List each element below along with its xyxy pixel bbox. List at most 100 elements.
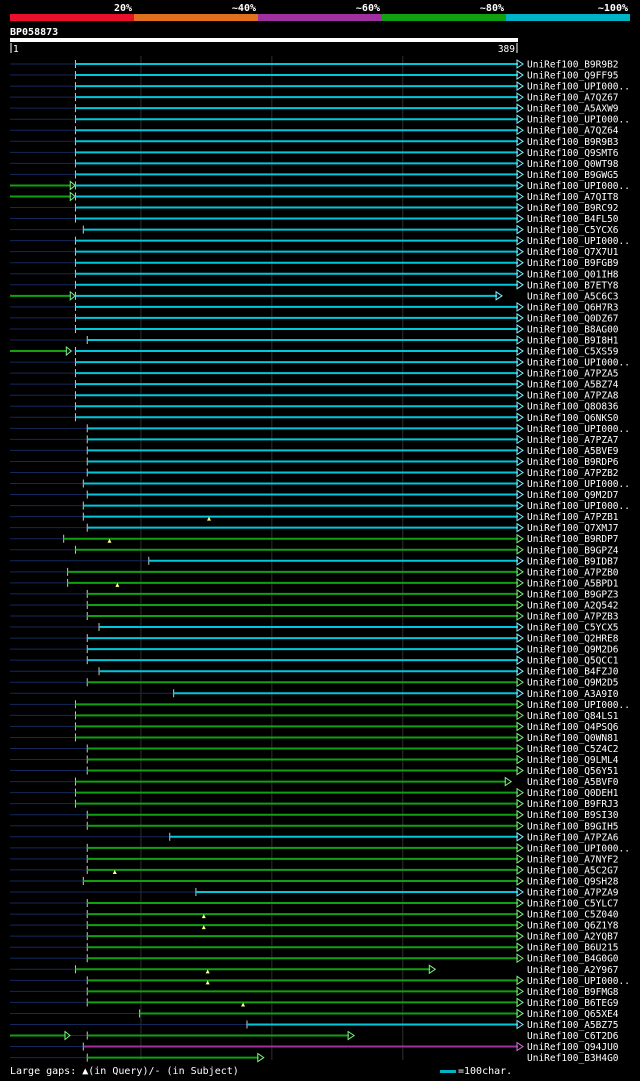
hit-label[interactable]: UniRef100_UPI000.. [527, 700, 630, 711]
hit-row[interactable]: UniRef100_B9IDB7 [10, 555, 619, 567]
hit-row[interactable]: UniRef100_B9SI30 [10, 809, 619, 821]
hit-row[interactable]: UniRef100_B6U215 [10, 942, 619, 954]
hit-row[interactable]: UniRef100_Q9M2D6 [10, 644, 619, 656]
hit-label[interactable]: UniRef100_A5BVF0 [527, 777, 619, 788]
hit-row[interactable]: UniRef100_Q65XE4 [10, 1002, 619, 1020]
hit-label[interactable]: UniRef100_B9GPZ4 [527, 545, 619, 556]
hit-label[interactable]: UniRef100_A5AXW9 [527, 104, 619, 115]
hit-label[interactable]: UniRef100_A7PZA9 [527, 888, 619, 899]
hit-row[interactable]: UniRef100_A7PZA6 [10, 831, 619, 843]
hit-row[interactable]: UniRef100_A7QIT8 [10, 191, 619, 203]
hit-row[interactable]: UniRef100_B9RDP6 [10, 456, 619, 468]
hit-label[interactable]: UniRef100_A5C2G7 [527, 865, 619, 876]
hit-label[interactable]: UniRef100_B8AG00 [527, 324, 619, 335]
hit-row[interactable]: UniRef100_A2Y967 [10, 964, 619, 976]
hit-label[interactable]: UniRef100_UPI000.. [527, 82, 630, 93]
hit-label[interactable]: UniRef100_B9FMG8 [527, 987, 619, 998]
hit-row[interactable]: UniRef100_Q6H7R3 [10, 301, 619, 313]
hit-label[interactable]: UniRef100_A7QZ67 [527, 93, 619, 104]
hit-label[interactable]: UniRef100_Q9M2D6 [527, 645, 619, 656]
hit-row[interactable]: UniRef100_A3A9I0 [10, 688, 619, 700]
hit-label[interactable]: UniRef100_Q9FF95 [527, 71, 619, 82]
hit-label[interactable]: UniRef100_A7PZB3 [527, 612, 619, 623]
hit-row[interactable]: UniRef100_A7PZA9 [10, 887, 619, 899]
hit-label[interactable]: UniRef100_Q7XMJ7 [527, 523, 619, 534]
hit-label[interactable]: UniRef100_C5YLC7 [527, 899, 619, 910]
hit-label[interactable]: UniRef100_Q8O836 [527, 402, 619, 413]
hit-label[interactable]: UniRef100_A7PZB0 [527, 567, 619, 578]
hit-label[interactable]: UniRef100_A5BZ74 [527, 380, 619, 391]
hit-row[interactable]: UniRef100_Q8O836 [10, 401, 619, 413]
hit-row[interactable]: UniRef100_C5YCX5 [10, 622, 619, 634]
hit-label[interactable]: UniRef100_Q01IH8 [527, 269, 619, 280]
hit-row[interactable]: UniRef100_B9R9B2 [10, 59, 619, 71]
hit-label[interactable]: UniRef100_B4G0G0 [527, 954, 619, 965]
hit-row[interactable]: UniRef100_Q9M2D5 [10, 677, 619, 689]
hit-label[interactable]: UniRef100_C6T2D6 [527, 1031, 619, 1042]
hit-row[interactable]: UniRef100_Q9SH28 [10, 869, 619, 888]
hit-row[interactable]: UniRef100_Q6NKS0 [10, 412, 619, 424]
hit-label[interactable]: UniRef100_C5XS59 [527, 347, 619, 358]
hit-label[interactable]: UniRef100_A7PZA6 [527, 832, 619, 843]
hit-label[interactable]: UniRef100_A2Q542 [527, 600, 619, 611]
hit-row[interactable]: UniRef100_Q9LML4 [10, 754, 619, 766]
hit-label[interactable]: UniRef100_A2YQB7 [527, 932, 619, 943]
hit-label[interactable]: UniRef100_A5BVE9 [527, 446, 619, 457]
hit-label[interactable]: UniRef100_Q0DEH1 [527, 788, 619, 799]
hit-label[interactable]: UniRef100_Q84LS1 [527, 711, 619, 722]
hit-row[interactable]: UniRef100_A7PZB1 [10, 511, 619, 523]
hit-label[interactable]: UniRef100_UPI000.. [527, 358, 630, 369]
hit-row[interactable]: UniRef100_A7PZA7 [10, 434, 619, 446]
hit-label[interactable]: UniRef100_A7PZB2 [527, 468, 619, 479]
hit-row[interactable]: UniRef100_B9I8H1 [10, 335, 619, 347]
hit-row[interactable]: UniRef100_B6TEG9 [10, 997, 619, 1009]
hit-row[interactable]: UniRef100_Q0WN81 [10, 732, 619, 744]
hit-label[interactable]: UniRef100_Q0WT98 [527, 159, 619, 170]
hit-label[interactable]: UniRef100_B3H4G0 [527, 1053, 619, 1064]
hit-label[interactable]: UniRef100_A7PZA5 [527, 369, 619, 380]
hit-label[interactable]: UniRef100_Q65XE4 [527, 1009, 619, 1020]
hit-label[interactable]: UniRef100_UPI000.. [527, 843, 630, 854]
hit-row[interactable]: UniRef100_B4FZJ0 [10, 666, 619, 678]
hit-label[interactable]: UniRef100_A5C6C3 [527, 291, 619, 302]
hit-row[interactable]: UniRef100_Q84LS1 [10, 710, 619, 722]
hit-label[interactable]: UniRef100_Q56Y51 [527, 766, 619, 777]
hit-row[interactable]: UniRef100_UPI000.. [10, 357, 630, 369]
hit-row[interactable]: UniRef100_B9GPZ4 [10, 538, 619, 557]
hit-label[interactable]: UniRef100_A7QIT8 [527, 192, 619, 203]
hit-row[interactable]: UniRef100_A7PZA8 [10, 390, 619, 402]
hit-label[interactable]: UniRef100_Q6H7R3 [527, 302, 619, 313]
hit-label[interactable]: UniRef100_C5Z4C2 [527, 744, 619, 755]
hit-label[interactable]: UniRef100_B9RDP6 [527, 457, 619, 468]
hit-label[interactable]: UniRef100_B9RDP7 [527, 534, 619, 545]
hit-label[interactable]: UniRef100_A7QZ64 [527, 126, 619, 137]
hit-label[interactable]: UniRef100_Q5QCC1 [527, 656, 619, 667]
hit-label[interactable]: UniRef100_UPI000.. [527, 976, 630, 987]
hit-row[interactable]: UniRef100_A5AXW9 [10, 103, 619, 115]
hit-row[interactable]: UniRef100_Q0DEH1 [10, 787, 619, 799]
hit-row[interactable]: UniRef100_A7QZ64 [10, 125, 619, 137]
hit-row[interactable]: UniRef100_C5YLC7 [10, 898, 619, 910]
hit-label[interactable]: UniRef100_B9GIH5 [527, 821, 619, 832]
hit-label[interactable]: UniRef100_A5BZ75 [527, 1020, 619, 1031]
hit-row[interactable]: UniRef100_Q01IH8 [10, 268, 619, 280]
hit-label[interactable]: UniRef100_B9I8H1 [527, 336, 619, 347]
hit-row[interactable]: UniRef100_A7PZB2 [10, 467, 619, 479]
hit-label[interactable]: UniRef100_Q0WN81 [527, 733, 619, 744]
hit-label[interactable]: UniRef100_Q4PSQ6 [527, 722, 619, 733]
hit-label[interactable]: UniRef100_Q9SMT6 [527, 148, 619, 159]
hit-row[interactable]: UniRef100_UPI000.. [10, 81, 630, 93]
hit-label[interactable]: UniRef100_B7ETY8 [527, 280, 619, 291]
hit-label[interactable]: UniRef100_B9FRJ3 [527, 799, 619, 810]
hit-row[interactable]: UniRef100_Q7X7U1 [10, 246, 619, 258]
hit-label[interactable]: UniRef100_A3A9I0 [527, 689, 619, 700]
hit-label[interactable]: UniRef100_UPI000.. [527, 424, 630, 435]
hit-row[interactable]: UniRef100_Q7XMJ7 [10, 516, 619, 535]
hit-row[interactable]: UniRef100_UPI000.. [10, 235, 630, 247]
hit-row[interactable]: UniRef100_C5Z4C2 [10, 743, 619, 755]
hit-row[interactable]: UniRef100_Q2HRE8 [10, 633, 619, 645]
hit-row[interactable]: UniRef100_UPI000.. [10, 114, 630, 126]
hit-label[interactable]: UniRef100_A7PZB1 [527, 512, 619, 523]
hit-row[interactable]: UniRef100_B4FL50 [10, 213, 619, 225]
hit-label[interactable]: UniRef100_B9FGB9 [527, 258, 619, 269]
